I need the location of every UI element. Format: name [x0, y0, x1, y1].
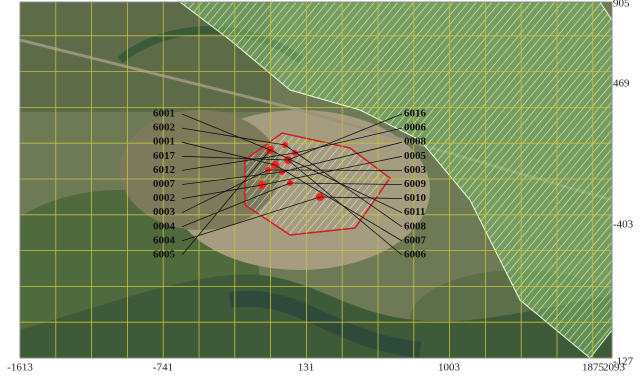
source-label: 6009	[404, 178, 427, 190]
source-label: 6017	[153, 150, 176, 162]
source-label: 0002	[153, 192, 176, 204]
leader-line	[294, 127, 403, 154]
x-coordinate-label: -741	[153, 362, 173, 374]
source-label: 6006	[404, 249, 427, 261]
leader-line	[289, 182, 403, 185]
x-coordinate-label: 131	[298, 362, 315, 374]
grid	[20, 2, 612, 358]
leader-line	[181, 152, 296, 171]
x-coordinate-label: 1875	[582, 362, 605, 374]
leader-line	[281, 141, 403, 173]
x-coordinate-label: -1613	[7, 362, 33, 374]
source-label: 6005	[153, 249, 176, 261]
leader-line	[181, 171, 283, 185]
source-label: 6016	[404, 108, 427, 120]
source-label: 6002	[153, 122, 176, 134]
y-coordinate-label: 469	[613, 78, 630, 90]
leader-line	[181, 184, 263, 199]
y-coordinate-label: -127	[613, 356, 634, 368]
source-label: 6008	[404, 220, 427, 232]
y-coordinate-label: 905	[613, 0, 630, 10]
source-label: 6007	[404, 234, 427, 246]
leader-line	[181, 155, 289, 161]
source-label: 6004	[153, 234, 176, 246]
source-label: 0006	[404, 122, 427, 134]
source-label: 0008	[404, 136, 427, 148]
y-coordinate-label: -403	[613, 219, 634, 231]
leader-line	[181, 182, 291, 228]
leader-line	[274, 164, 403, 242]
leader-lines	[181, 113, 403, 256]
leader-line	[181, 169, 269, 214]
source-label: 0003	[153, 206, 176, 218]
leader-line	[287, 113, 403, 161]
leader-line	[181, 196, 321, 242]
source-label: 0007	[153, 178, 176, 190]
source-label: 6001	[153, 108, 175, 120]
source-label: 0001	[153, 136, 175, 148]
x-coordinate-label: 2093	[603, 362, 626, 374]
source-label: 6012	[153, 164, 176, 176]
leader-line	[181, 141, 276, 166]
leader-line	[181, 113, 271, 151]
leader-line	[261, 155, 403, 186]
x-coordinate-label: 1003	[438, 362, 461, 374]
imagery	[20, 2, 612, 358]
map-frame	[19, 1, 613, 359]
leader-line	[269, 149, 403, 214]
leader-line	[287, 159, 403, 256]
leader-line	[284, 144, 403, 228]
source-label: 0004	[153, 220, 176, 232]
source-label: 0005	[404, 150, 427, 162]
source-label: 6003	[404, 164, 427, 176]
leader-line	[181, 127, 286, 146]
source-label: 6010	[404, 192, 427, 204]
leader-line	[181, 149, 271, 256]
source-label: 6011	[404, 206, 425, 218]
